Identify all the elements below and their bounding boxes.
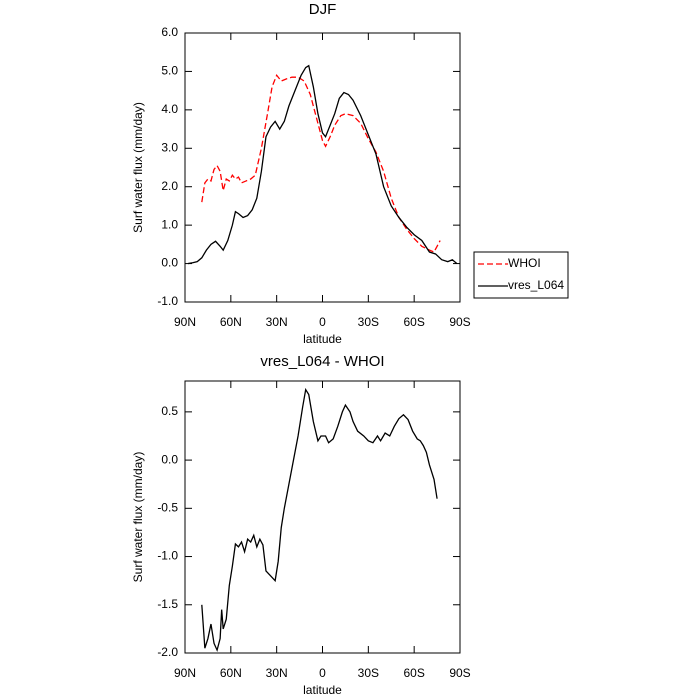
chart-title: vres_L064 - WHOI bbox=[260, 353, 384, 370]
x-tick-label: 0 bbox=[319, 315, 326, 329]
x-axis-label: latitude bbox=[303, 332, 342, 346]
y-tick-label: 0.5 bbox=[161, 404, 178, 418]
y-tick-label: 0.0 bbox=[161, 256, 178, 270]
x-tick-label: 60N bbox=[220, 315, 242, 329]
y-tick-label: 1.0 bbox=[161, 217, 178, 231]
x-tick-label: 60S bbox=[403, 315, 424, 329]
y-tick-label: 6.0 bbox=[161, 25, 178, 39]
x-tick-label: 30S bbox=[358, 666, 379, 680]
x-tick-label: 0 bbox=[319, 666, 326, 680]
x-tick-label: 90S bbox=[449, 666, 470, 680]
data-line bbox=[201, 73, 441, 253]
y-tick-label: -1.0 bbox=[157, 549, 178, 563]
x-tick-label: 60N bbox=[220, 666, 242, 680]
x-tick-label: 60S bbox=[403, 666, 424, 680]
y-axis-label: Surf water flux (mm/day) bbox=[131, 452, 145, 583]
y-tick-label: 4.0 bbox=[161, 102, 178, 116]
x-tick-label: 30S bbox=[358, 315, 379, 329]
x-tick-label: 90N bbox=[174, 315, 196, 329]
x-tick-label: 90S bbox=[449, 315, 470, 329]
y-tick-label: 0.0 bbox=[161, 452, 178, 466]
x-axis-label: latitude bbox=[303, 683, 342, 697]
y-tick-label: -0.5 bbox=[157, 500, 178, 514]
y-tick-label: -1.0 bbox=[157, 294, 178, 308]
x-tick-label: 90N bbox=[174, 666, 196, 680]
y-tick-label: -2.0 bbox=[157, 645, 178, 659]
y-axis-label: Surf water flux (mm/day) bbox=[131, 102, 145, 233]
legend-label: vres_L064 bbox=[508, 278, 564, 292]
y-tick-label: -1.5 bbox=[157, 597, 178, 611]
x-tick-label: 30N bbox=[266, 315, 288, 329]
legend-frame bbox=[473, 251, 569, 299]
plot-frame bbox=[184, 32, 461, 303]
legend-label: WHOI bbox=[508, 256, 541, 270]
data-line bbox=[187, 64, 458, 265]
data-line bbox=[201, 387, 438, 653]
chart-title: DJF bbox=[309, 1, 337, 18]
x-tick-label: 30N bbox=[266, 666, 288, 680]
y-tick-label: 5.0 bbox=[161, 64, 178, 78]
y-tick-label: 3.0 bbox=[161, 140, 178, 154]
y-tick-label: 2.0 bbox=[161, 179, 178, 193]
